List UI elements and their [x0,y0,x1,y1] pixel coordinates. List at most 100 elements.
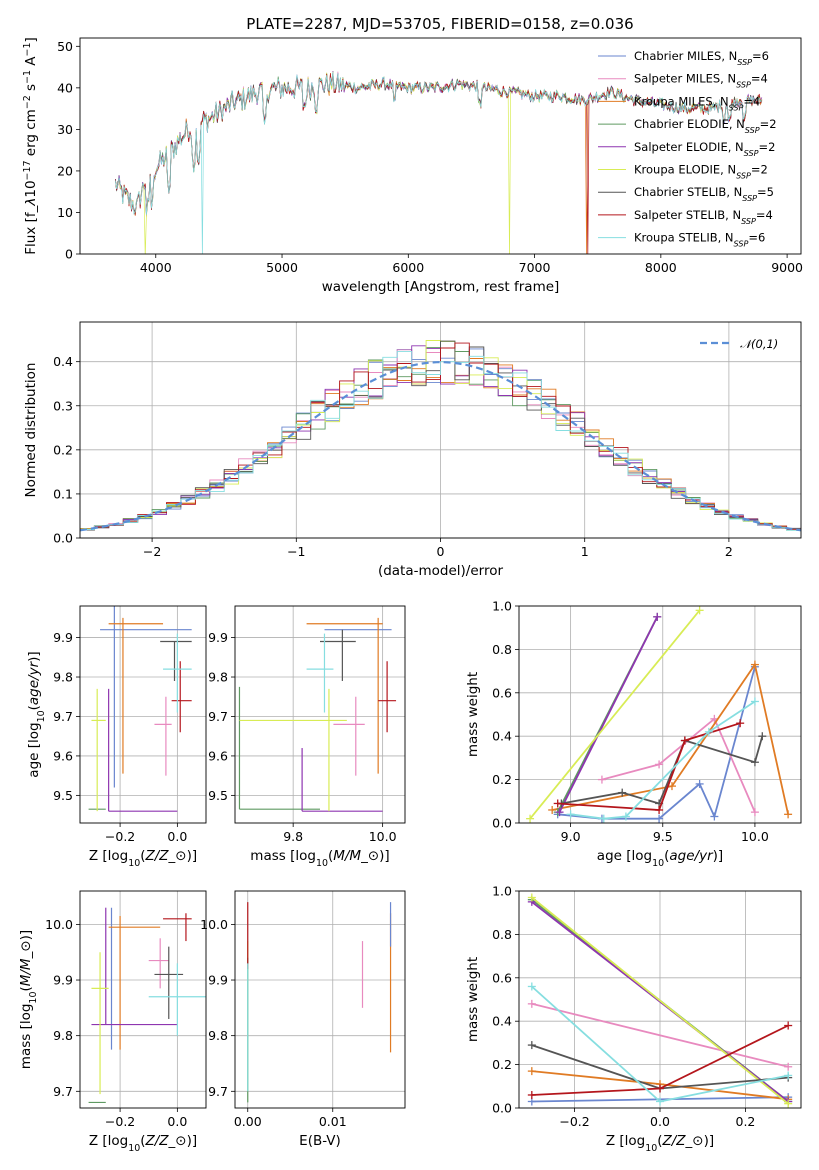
normal-curve [80,360,801,532]
weight-line-salpeter-elodie [558,616,659,813]
ytick-label-weight-vs-age-4: 0.8 [492,642,512,657]
weight-marker-salpeter-stelib-2 [784,1021,793,1030]
ytick-label-weight-vs-Z-2: 0.4 [492,1014,512,1029]
weight-marker-salpeter-stelib-0 [527,1090,536,1099]
errorbar-chabrier-stelib [160,640,192,681]
errorbar-kroupa-elodie [91,952,109,1095]
ytick-label-spectrum-5: 50 [57,39,73,54]
errorbar-salpeter-miles [333,696,365,776]
ylabel-mass-vs-Z: mass [log10(M/M_⊙)] [18,930,39,1069]
xlabel-age-vs-mass: mass [log10(M/M_⊙)] [250,848,389,869]
ytick-label-weight-vs-Z-4: 0.8 [492,927,512,942]
ytick-label-mass-vs-EBV-1: 9.8 [208,1028,228,1043]
xlabel-mass-vs-EBV: E(B-V) [299,1133,341,1149]
ytick-label-mass-vs-Z-0: 9.7 [53,1084,73,1099]
ytick-label-weight-vs-age-1: 0.2 [492,772,512,787]
weight-marker-salpeter-stelib-2 [680,736,689,745]
weight-line-kroupa-miles [552,662,789,815]
ytick-label-mass-vs-EBV-2: 9.9 [208,973,228,988]
legend-label-kroupa-miles: Kroupa MILES, NSSP=4 [634,94,760,112]
xtick-label-residuals-3: 1 [581,544,589,559]
weight-marker-salpeter-miles-3 [750,808,759,817]
errorbar-salpeter-elodie [91,907,178,1026]
weight-marker-kroupa-miles-0 [548,805,557,814]
ytick-label-residuals-2: 0.2 [53,442,73,457]
xlabel-residuals: (data-model)/error [378,563,504,579]
weight-line-chabrier-stelib [561,735,764,805]
weight-marker-salpeter-stelib-1 [656,1084,664,1093]
errorbar-salpeter-elodie [301,748,383,812]
ytick-label-weight-vs-Z-0: 0.0 [492,1101,512,1116]
xtick-label-spectrum-4: 8000 [645,260,677,275]
errorbar-salpeter-stelib [163,913,192,942]
ytick-label-age-vs-mass-2: 9.7 [208,709,228,724]
axes-frame-weight-vs-age [518,605,802,824]
errorbar-kroupa-elodie [91,688,106,812]
spectrum-line-kroupa-stelib [115,72,763,254]
ytick-label-age-vs-mass-0: 9.5 [208,788,228,803]
panel-mass-vs-EBV: 0.00 0.01 9.7 9.8 9.9 10.0 E(B-V) [200,890,406,1149]
xtick-label-residuals-4: 2 [725,544,733,559]
ytick-label-age-vs-Z-0: 9.5 [53,788,73,803]
errorbar-salpeter-elodie [108,688,178,812]
xlabel-spectrum: wavelength [Angstrom, rest frame] [322,279,560,295]
plot-area-weight-vs-Z [527,893,793,1108]
legend-label-normal: 𝒩(0,1) [740,337,778,351]
xlabel-weight-vs-Z: Z [log10(Z/Z_⊙)] [606,1133,714,1154]
xtick-label-age-vs-mass-1: 10.0 [369,829,397,844]
ytick-label-mass-vs-Z-2: 9.9 [53,973,73,988]
weight-marker-chabrier-stelib-1 [618,788,627,797]
ytick-label-spectrum-4: 40 [57,80,73,95]
axes-frame-spectrum [79,37,802,255]
ylabel-weight-vs-Z: mass weight [465,957,481,1042]
ytick-label-spectrum-3: 30 [57,122,73,137]
weight-marker-salpeter-elodie-0 [555,808,564,817]
panel-mass-vs-Z: −0.2 0.0 9.7 9.8 9.9 10.0 Z [log10(Z/Z_⊙)] mass… [18,890,207,1154]
xtick-label-spectrum-2: 6000 [392,260,424,275]
weight-marker-salpeter-stelib-3 [736,719,745,728]
ytick-label-weight-vs-age-2: 0.4 [492,729,512,744]
ytick-label-age-vs-Z-1: 9.6 [53,748,73,763]
weight-marker-chabrier-miles-3 [695,779,704,788]
ytick-label-mass-vs-Z-3: 10.0 [45,917,73,932]
errorbar-chabrier-stelib [320,629,356,681]
xlabel-weight-vs-age: age [log10(age/yr)] [597,848,723,869]
errorbar-kroupa-elodie [239,688,347,812]
ytick-label-residuals-3: 0.3 [53,398,73,413]
weight-line-salpeter-miles [601,717,756,813]
ytick-label-age-vs-Z-2: 9.7 [53,709,73,724]
errorbar-salpeter-miles [154,696,172,776]
weight-marker-chabrier-stelib-5 [758,732,767,741]
weight-marker-kroupa-stelib-1 [599,814,608,823]
ylabel-spectrum: Flux [f_λ10−17 erg cm−2 s−1 A−1] [22,37,40,254]
xtick-label-weight-vs-age-0: 9.0 [561,829,581,844]
weight-marker-salpeter-miles-0 [597,775,606,784]
errorbar-salpeter-miles [148,938,169,989]
ytick-label-age-vs-mass-4: 9.9 [208,630,228,645]
panel-age-vs-Z: −0.2 0.0 9.5 9.6 9.7 9.8 9.9 Z [log10(Z/Z_⊙)] ag… [26,605,207,869]
plot-area-age-vs-mass [238,617,397,812]
xtick-label-mass-vs-Z-1: 0.0 [167,1114,187,1129]
weight-marker-salpeter-stelib-0 [553,799,562,808]
xtick-label-spectrum-0: 4000 [140,260,172,275]
ytick-label-mass-vs-EBV-3: 10.0 [200,917,228,932]
ytick-label-weight-vs-age-0: 0.0 [492,816,512,831]
axes-frame-age-vs-Z [79,605,207,824]
weight-marker-kroupa-stelib-4 [750,697,759,706]
errorbar-kroupa-miles [108,916,161,1050]
xtick-label-weight-vs-age-1: 9.5 [653,829,673,844]
axes-frame-mass-vs-EBV [234,890,406,1109]
xtick-label-mass-vs-EBV-0: 0.00 [234,1114,262,1129]
ytick-label-spectrum-2: 20 [57,163,73,178]
weight-marker-salpeter-miles-1 [784,1062,793,1071]
weight-marker-kroupa-miles-3 [784,810,793,819]
weight-marker-chabrier-stelib-0 [527,1041,536,1050]
errorbar-kroupa-miles [306,617,383,774]
panel-residuals: −2 −1 0 1 2 0.0 0.1 0.2 0.3 0.4 (data-model)/error… [23,321,802,579]
xtick-label-weight-vs-Z-0: −0.2 [559,1114,589,1129]
xtick-label-residuals-1: −1 [287,544,305,559]
xtick-label-weight-vs-Z-1: 0.0 [650,1114,670,1129]
legend-label-chabrier-stelib: Chabrier STELIB, NSSP=5 [634,185,774,203]
